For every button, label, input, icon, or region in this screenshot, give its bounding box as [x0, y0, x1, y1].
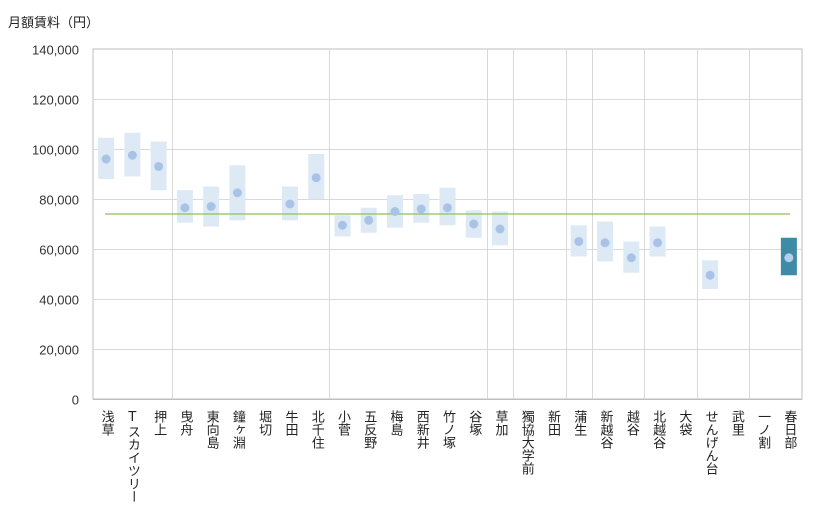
- x-tick-label: 小菅: [335, 410, 351, 437]
- data-point: [311, 173, 321, 183]
- data-point: [469, 219, 479, 229]
- x-tick-label: 大袋: [676, 410, 692, 436]
- x-tick-label: 堀切: [256, 410, 272, 437]
- data-point: [232, 188, 242, 198]
- x-tick-label: 五反野: [361, 410, 377, 449]
- x-tick-label: せんげん台: [703, 410, 719, 475]
- data-point: [600, 238, 610, 248]
- data-point: [443, 203, 452, 213]
- x-tick-label: 牛田: [282, 410, 298, 436]
- x-tick-label: 梅島: [387, 410, 403, 436]
- x-tick-label: Tスカイツリー: [125, 410, 140, 503]
- y-tick-label: 80,000: [39, 193, 79, 208]
- x-tick-label: 一ノ割: [755, 410, 771, 449]
- y-tick-label: 140,000: [32, 43, 79, 58]
- x-tick-label: 新越谷: [598, 409, 614, 449]
- data-point: [285, 199, 295, 209]
- x-tick-label: 押上: [151, 410, 167, 436]
- x-tick-label: 北千住: [309, 410, 325, 449]
- y-tick-label: 40,000: [39, 293, 79, 308]
- data-point: [180, 203, 190, 213]
- x-tick-label: 越谷: [624, 410, 640, 436]
- x-tick-label: 武里: [729, 410, 745, 436]
- x-tick-label: 鐘ヶ淵: [230, 409, 246, 449]
- x-tick-label: 曳舟: [177, 410, 193, 437]
- x-tick-label: 北越谷: [650, 410, 666, 449]
- data-point: [337, 220, 347, 230]
- x-tick-label: 西新井: [414, 410, 430, 450]
- data-point: [127, 150, 137, 160]
- y-tick-label: 60,000: [39, 243, 79, 258]
- y-axis-label: 月額賃料（円）: [8, 16, 99, 31]
- x-tick-label: 谷塚: [466, 410, 482, 436]
- data-point: [784, 253, 794, 263]
- x-tick-label: 獨協大学前: [519, 410, 535, 475]
- data-point: [705, 270, 715, 280]
- y-tick-label: 120,000: [32, 93, 79, 108]
- x-tick-label: 草加: [493, 410, 509, 437]
- data-point: [416, 204, 426, 214]
- data-point: [574, 237, 584, 246]
- y-tick-label: 20,000: [39, 343, 79, 358]
- y-tick-label: 100,000: [32, 143, 79, 158]
- x-tick-label: 浅草: [99, 410, 115, 436]
- x-tick-label: 蒲生: [571, 410, 587, 436]
- data-point: [206, 202, 216, 211]
- data-point: [390, 207, 400, 216]
- data-point: [364, 215, 374, 225]
- x-tick-label: 東向島: [204, 409, 220, 449]
- x-tick-label: 新田: [545, 409, 561, 436]
- data-point: [154, 162, 164, 171]
- x-tick-label: 春日部: [781, 410, 797, 449]
- data-point: [495, 224, 505, 234]
- data-point: [101, 154, 111, 164]
- x-tick-label: 竹ノ塚: [440, 410, 456, 449]
- data-point: [626, 253, 636, 263]
- data-point: [653, 238, 663, 248]
- y-tick-label: 0: [72, 393, 79, 408]
